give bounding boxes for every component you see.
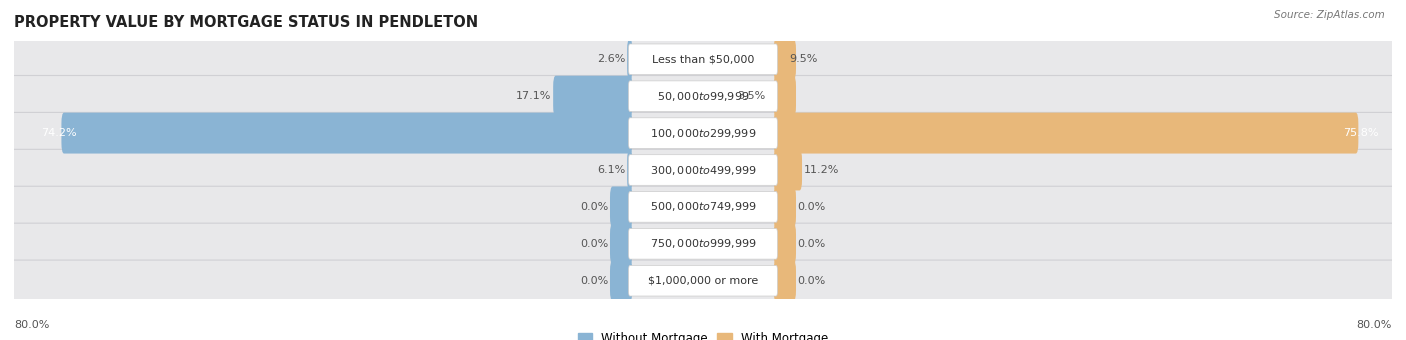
Text: Less than $50,000: Less than $50,000 (652, 54, 754, 64)
FancyBboxPatch shape (773, 223, 796, 264)
Text: 74.2%: 74.2% (41, 128, 77, 138)
Text: 9.5%: 9.5% (789, 54, 817, 64)
Text: 75.8%: 75.8% (1343, 128, 1378, 138)
Text: $50,000 to $99,999: $50,000 to $99,999 (657, 90, 749, 103)
Text: 6.1%: 6.1% (598, 165, 626, 175)
Text: $750,000 to $999,999: $750,000 to $999,999 (650, 237, 756, 250)
FancyBboxPatch shape (610, 223, 633, 264)
FancyBboxPatch shape (773, 39, 796, 80)
Text: 80.0%: 80.0% (1357, 320, 1392, 329)
Text: PROPERTY VALUE BY MORTGAGE STATUS IN PENDLETON: PROPERTY VALUE BY MORTGAGE STATUS IN PEN… (14, 15, 478, 30)
Text: $1,000,000 or more: $1,000,000 or more (648, 276, 758, 286)
FancyBboxPatch shape (628, 228, 778, 259)
FancyBboxPatch shape (628, 44, 778, 74)
Text: 11.2%: 11.2% (804, 165, 839, 175)
FancyBboxPatch shape (628, 81, 778, 112)
FancyBboxPatch shape (610, 186, 633, 227)
FancyBboxPatch shape (610, 260, 633, 301)
FancyBboxPatch shape (628, 118, 778, 148)
FancyBboxPatch shape (627, 150, 633, 190)
Text: 0.0%: 0.0% (581, 276, 609, 286)
Text: $500,000 to $749,999: $500,000 to $749,999 (650, 200, 756, 214)
Legend: Without Mortgage, With Mortgage: Without Mortgage, With Mortgage (574, 328, 832, 340)
FancyBboxPatch shape (13, 149, 1393, 191)
FancyBboxPatch shape (628, 155, 778, 185)
Text: 3.5%: 3.5% (738, 91, 766, 101)
Text: 0.0%: 0.0% (581, 202, 609, 212)
FancyBboxPatch shape (553, 76, 633, 117)
FancyBboxPatch shape (627, 39, 633, 80)
Text: 0.0%: 0.0% (797, 239, 825, 249)
Text: 0.0%: 0.0% (797, 202, 825, 212)
FancyBboxPatch shape (773, 150, 801, 190)
FancyBboxPatch shape (13, 186, 1393, 227)
FancyBboxPatch shape (628, 266, 778, 296)
FancyBboxPatch shape (773, 260, 796, 301)
FancyBboxPatch shape (13, 260, 1393, 302)
FancyBboxPatch shape (62, 113, 633, 154)
FancyBboxPatch shape (628, 192, 778, 222)
Text: $100,000 to $299,999: $100,000 to $299,999 (650, 126, 756, 140)
FancyBboxPatch shape (773, 186, 796, 227)
FancyBboxPatch shape (13, 113, 1393, 154)
FancyBboxPatch shape (13, 223, 1393, 265)
FancyBboxPatch shape (13, 38, 1393, 80)
FancyBboxPatch shape (773, 76, 796, 117)
Text: 0.0%: 0.0% (797, 276, 825, 286)
Text: Source: ZipAtlas.com: Source: ZipAtlas.com (1274, 10, 1385, 20)
Text: 80.0%: 80.0% (14, 320, 49, 329)
Text: 2.6%: 2.6% (598, 54, 626, 64)
Text: 17.1%: 17.1% (516, 91, 551, 101)
FancyBboxPatch shape (773, 113, 1358, 154)
FancyBboxPatch shape (13, 75, 1393, 117)
Text: 0.0%: 0.0% (581, 239, 609, 249)
Text: $300,000 to $499,999: $300,000 to $499,999 (650, 164, 756, 176)
